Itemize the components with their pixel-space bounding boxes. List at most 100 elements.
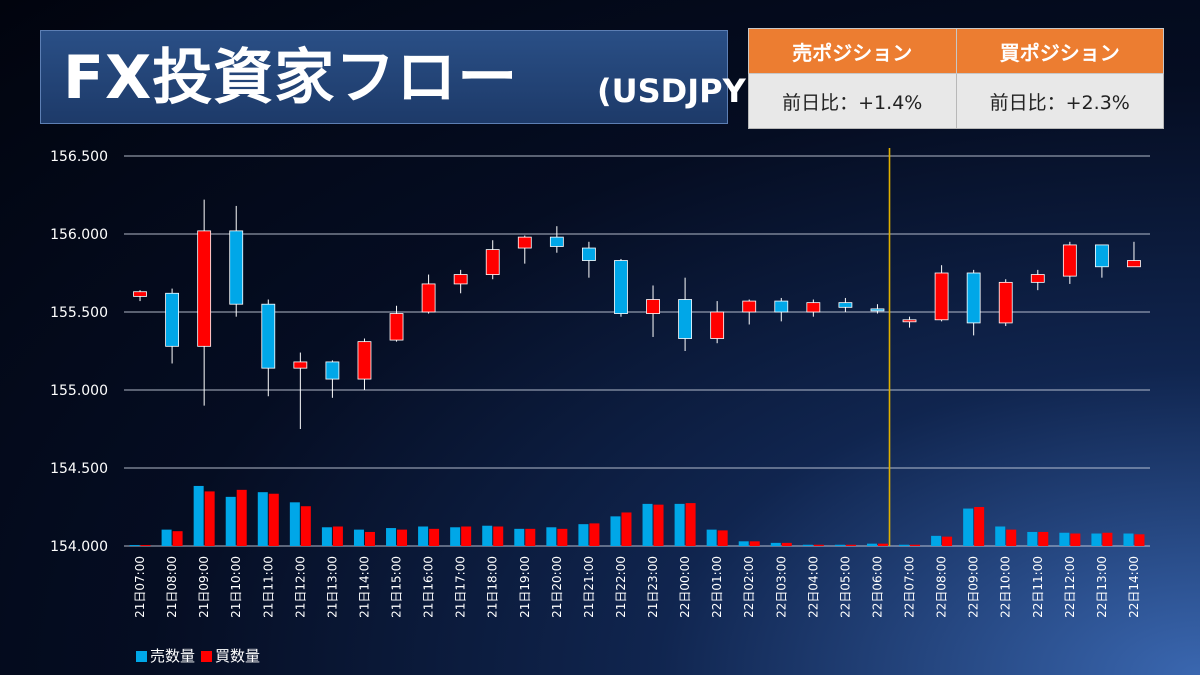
buy-volume-bar: [589, 523, 600, 546]
x-tick-label: 22日01:00: [710, 556, 724, 618]
buy-volume-bar: [845, 544, 856, 546]
sell-volume-bar: [802, 544, 813, 546]
candle-body: [517, 236, 532, 249]
candle-body: [806, 302, 821, 313]
candle-body: [325, 361, 340, 380]
x-tick-label: 22日00:00: [678, 556, 692, 618]
x-tick-label: 21日10:00: [229, 556, 243, 618]
buy-volume-bar: [685, 503, 696, 546]
sell-volume-bar: [834, 544, 845, 546]
sell-volume-bar: [899, 544, 910, 546]
currency-pair-label: (USDJPY): [597, 72, 761, 110]
sell-volume-bar: [642, 503, 653, 546]
buy-volume-bar: [877, 543, 888, 546]
x-tick-label: 22日11:00: [1031, 556, 1045, 618]
candle-body: [710, 311, 725, 339]
buy-volume-bar: [397, 529, 408, 546]
gridlines: [124, 155, 1150, 547]
sell-volume-bar: [1091, 533, 1102, 546]
buy-volume-bar: [1038, 531, 1049, 546]
buy-volume-bar: [364, 531, 375, 546]
buy-volume-bar: [429, 528, 440, 546]
candle-body: [966, 272, 981, 324]
buy-volume-bar: [557, 528, 568, 546]
candle-body: [934, 272, 949, 321]
position-change-table: 売ポジション 買ポジション 前日比：+1.4% 前日比：+2.3%: [748, 28, 1164, 129]
candle-body: [485, 249, 500, 275]
buy-volume-bar: [332, 526, 343, 546]
candle-body: [1127, 260, 1141, 268]
buy-volume-bar: [910, 544, 921, 546]
buy-volume-bar: [300, 506, 311, 546]
candle-body: [357, 341, 372, 380]
x-tick-label: 21日09:00: [197, 556, 211, 618]
sell-volume-bar: [706, 529, 717, 546]
sell-volume-bar: [482, 525, 493, 546]
buy-volume-bar: [653, 504, 664, 546]
y-tick-label: 154.500: [50, 461, 108, 477]
sell-volume-bar: [770, 542, 781, 546]
sell-position-change: 前日比：+1.4%: [748, 73, 957, 129]
sell-volume-bar: [225, 496, 236, 546]
candle-body: [870, 308, 885, 312]
x-tick-label: 21日23:00: [646, 556, 660, 618]
legend-buy-label: 買数量: [215, 647, 261, 665]
legend-sell: 売数量: [136, 647, 195, 665]
candle-body: [678, 299, 692, 339]
x-tick-label: 21日15:00: [390, 556, 404, 618]
candle-body: [293, 361, 308, 369]
x-tick-label: 22日13:00: [1095, 556, 1109, 618]
sell-volume-bar: [418, 526, 429, 546]
candles: [133, 199, 1141, 429]
legend-buy: 買数量: [201, 647, 260, 665]
buy-volume-bar: [525, 528, 536, 546]
x-tick-label: 22日12:00: [1063, 556, 1077, 618]
x-tick-label: 21日13:00: [325, 556, 339, 618]
candle-body: [165, 292, 179, 347]
candle-body: [197, 230, 212, 347]
candle-body: [1095, 244, 1109, 268]
candle-body: [133, 291, 147, 297]
x-tick-label: 21日11:00: [261, 556, 275, 618]
candle-body: [902, 319, 917, 323]
x-tick-label: 22日03:00: [774, 556, 788, 618]
sell-volume-bar: [161, 529, 172, 546]
buy-volume-bar: [172, 531, 183, 546]
candle-body: [421, 283, 436, 313]
sell-volume-bar: [1027, 531, 1038, 546]
x-tick-label: 22日09:00: [967, 556, 981, 618]
sell-position-header: 売ポジション: [748, 28, 957, 74]
x-tick-label: 21日21:00: [582, 556, 596, 618]
sell-volume-bar: [193, 485, 204, 546]
sell-volume-bar: [1059, 532, 1070, 546]
buy-volume-bar: [621, 512, 632, 546]
legend-buy-swatch: [201, 651, 213, 662]
sell-volume-bar: [931, 535, 942, 546]
y-tick-label: 155.500: [50, 305, 108, 321]
buy-volume-bar: [204, 491, 215, 546]
y-tick-label: 156.000: [50, 227, 108, 243]
x-tick-label: 21日22:00: [614, 556, 628, 618]
candle-body: [646, 299, 660, 314]
buy-volume-bar: [717, 530, 728, 546]
candle-body: [1062, 244, 1077, 277]
sell-volume-bar: [321, 527, 332, 546]
buy-volume-bar: [942, 536, 953, 546]
y-tick-label: 154.000: [50, 539, 108, 555]
sell-volume-bar: [289, 502, 300, 546]
candle-body: [774, 300, 789, 313]
buy-volume-bar: [268, 493, 279, 546]
buy-volume-bar: [1070, 533, 1081, 546]
buy-volume-bar: [1006, 529, 1017, 546]
x-tick-label: 22日05:00: [838, 556, 852, 618]
y-tick-label: 155.000: [50, 383, 108, 399]
candle-body: [261, 303, 276, 369]
x-tick-label: 22日07:00: [903, 556, 917, 618]
buy-volume-bar: [236, 489, 247, 546]
x-tick-label: 21日14:00: [357, 556, 371, 618]
sell-volume-bar: [129, 545, 140, 546]
x-tick-label: 22日08:00: [935, 556, 949, 618]
sell-volume-bar: [738, 541, 749, 546]
candle-body: [582, 247, 596, 261]
